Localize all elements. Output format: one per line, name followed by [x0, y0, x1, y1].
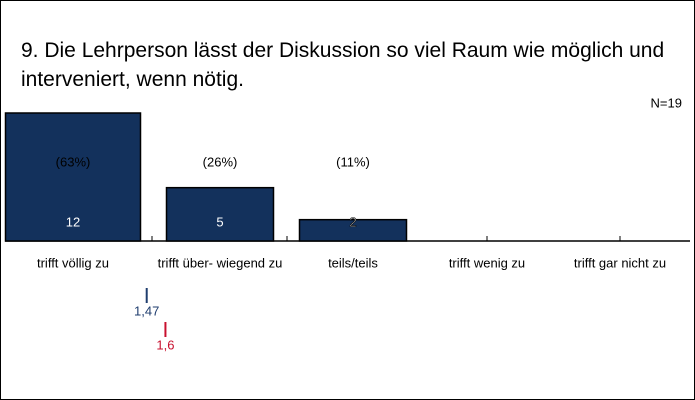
- mean-label: 1,47: [134, 303, 159, 318]
- x-tick-label: trifft gar nicht zu: [574, 255, 666, 270]
- x-tick-label: trifft völlig zu: [37, 255, 109, 270]
- percent-label: (26%): [203, 154, 238, 169]
- percent-label: (63%): [56, 154, 91, 169]
- bar: [298, 218, 408, 242]
- percent-label: (11%): [336, 154, 370, 169]
- mean-label: 1,6: [156, 337, 174, 352]
- value-label: 5: [216, 214, 223, 229]
- x-tick-label: trifft wenig zu: [449, 255, 525, 270]
- chart-title: 9. Die Lehrperson lässt der Diskussion s…: [21, 39, 665, 91]
- bar: [4, 112, 142, 242]
- x-tick-label: trifft über- wiegend zu: [158, 255, 283, 270]
- n-label: N=19: [651, 95, 682, 110]
- bar: [165, 186, 275, 242]
- x-tick-label: teils/teils: [328, 255, 378, 270]
- value-label: 12: [66, 214, 80, 229]
- value-label: 2: [349, 214, 356, 229]
